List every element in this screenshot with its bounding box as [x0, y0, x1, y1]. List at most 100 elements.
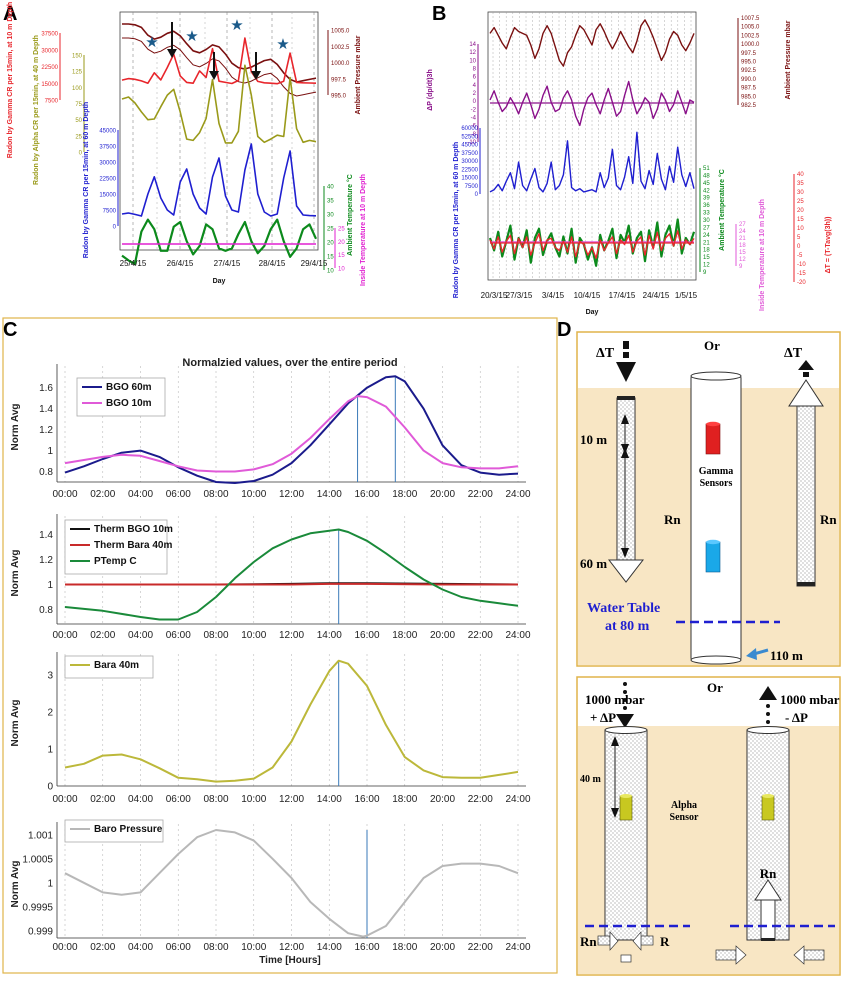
- c-y-tick-label: 0.8: [39, 467, 53, 478]
- a-axis-title: Ambient Temperature °C: [346, 174, 354, 256]
- b-axis-tick-label: 42: [703, 188, 710, 194]
- b-axis-tick-label: 39: [703, 196, 710, 202]
- c-y-axis-title: Norm Avg: [10, 403, 21, 450]
- b-axis-tick-label: 1007.5: [741, 16, 760, 22]
- c-x-tick-label: 24:00: [505, 630, 530, 641]
- c-x-tick-label: 00:00: [52, 489, 77, 500]
- gamma-sensors-label: Gamma Sensors: [699, 466, 733, 489]
- a-axis-tick-label: 30: [327, 213, 334, 219]
- a-axis-title: Inside Temperature at 10 m Depth: [360, 174, 367, 286]
- a-axis-tick-label: 15000: [99, 193, 116, 199]
- a-axis-tick-label: 25: [338, 227, 345, 233]
- down-arrow-icon: [616, 341, 636, 382]
- a-axis-tick-label: 40: [327, 185, 334, 191]
- panel-d-label: D: [557, 319, 571, 341]
- b-axis-tick-label: 1000.0: [741, 42, 760, 48]
- b-axis-tick-label: 27: [739, 222, 746, 228]
- c-x-tick-label: 16:00: [354, 942, 379, 953]
- a-series-line: [121, 64, 317, 144]
- pressure-minus-label: 1000 mbar: [780, 692, 840, 707]
- a-axis-tick-label: 37500: [99, 145, 116, 151]
- panel-a: A 1005.0 1002.5 1000.0 997.5 995.0 Ambient Pr…: [3, 2, 367, 286]
- a-axis-tick-label: 20: [327, 241, 334, 247]
- a-series-line: [121, 143, 317, 217]
- a-x-tick-label: 27/4/15: [214, 259, 241, 268]
- a-x-tick-label: 29/4/15: [301, 259, 328, 268]
- c-x-tick-label: 00:00: [52, 942, 77, 953]
- c-x-tick-label: 24:00: [505, 942, 530, 953]
- c-y-axis-title: Norm Avg: [10, 860, 21, 907]
- a-series-line: [121, 218, 318, 266]
- a-axis-tick-label: 30000: [41, 48, 58, 54]
- b-axis-tick-label: -2: [471, 107, 477, 113]
- panel-b-series: [488, 19, 696, 267]
- depth-10m-label: 10 m: [580, 432, 607, 447]
- c-legend-label: PTemp C: [94, 556, 137, 567]
- b-axis-tick-label: 987.5: [741, 86, 757, 92]
- b-axis-tick-label: 992.5: [741, 68, 757, 74]
- b-axis-tick-label: 18: [703, 248, 710, 254]
- panel-c-title: Normalzied values, over the entire perio…: [182, 357, 397, 369]
- bottom-depth-label: 110 m: [770, 648, 803, 663]
- b-axis-tick-label: 25: [797, 199, 804, 205]
- c-y-tick-label: 1.4: [39, 404, 53, 415]
- b-axis-tick-label: 18: [739, 243, 746, 249]
- b-axis-tick-label: 0: [475, 192, 479, 198]
- c-y-tick-label: 1.2: [39, 425, 53, 436]
- c-series-line: [65, 582, 518, 586]
- panel-c-x-label: Time [Hours]: [259, 955, 321, 966]
- rn-inflow-right-arrows: [715, 945, 825, 965]
- panel-b-gridlines: [492, 12, 692, 280]
- a-x-tick-label: 25/4/15: [120, 259, 147, 268]
- c-y-tick-label: 2: [47, 707, 53, 718]
- c-legend-label: Therm BGO 10m: [94, 524, 173, 535]
- c-x-tick-label: 18:00: [392, 794, 417, 805]
- rn-in-left-label: Rn: [580, 934, 597, 949]
- c-x-tick-label: 22:00: [468, 489, 493, 500]
- c-x-tick-label: 02:00: [90, 942, 115, 953]
- panel-c: C Normalzied values, over the entire per…: [2, 317, 558, 974]
- c-x-tick-label: 08:00: [203, 630, 228, 641]
- c-x-tick-label: 18:00: [392, 630, 417, 641]
- panel-a-axes: 1005.0 1002.5 1000.0 997.5 995.0 Ambient Pres…: [7, 2, 367, 286]
- b-axis-tick-label: 12: [469, 50, 476, 56]
- c-y-tick-label: 1.0005: [22, 854, 53, 865]
- b-axis-tick-label: 985.0: [741, 94, 757, 100]
- b-axis-tick-label: 40: [797, 172, 804, 178]
- a-axis-tick-label: 25: [75, 134, 82, 140]
- b-axis-tick-label: 27: [703, 225, 710, 231]
- b-axis-tick-label: 8: [473, 67, 477, 73]
- panel-a-day-gridlines: [132, 12, 315, 250]
- b-axis-tick-label: -6: [471, 124, 477, 130]
- pressure-plus-label: 1000 mbar: [585, 692, 645, 707]
- pressure-minus-delta: - ΔP: [785, 710, 808, 725]
- b-axis-tick-label: 15000: [461, 176, 478, 182]
- c-x-tick-label: 00:00: [52, 794, 77, 805]
- c-x-tick-label: 20:00: [430, 794, 455, 805]
- c-x-tick-label: 14:00: [317, 489, 342, 500]
- c-y-tick-label: 0.999: [28, 926, 53, 937]
- c-y-tick-label: 1.6: [39, 383, 53, 394]
- c-x-tick-label: 12:00: [279, 942, 304, 953]
- rn-up-arrow: [788, 360, 824, 587]
- pressure-plus-delta: + ΔP: [590, 710, 616, 725]
- b-axis-tick-label: 20: [797, 208, 804, 214]
- c-subplot-3: 00:00 02:00 04:00 06:00 08:00 10:00 12:00 14:00…: [10, 652, 531, 805]
- a-axis-tick-label: 100: [72, 86, 83, 92]
- a-axis-tick-label: 10: [338, 267, 345, 273]
- rn-up-small-arrow: [754, 879, 782, 941]
- panel-a-frame: [119, 11, 319, 251]
- c-x-tick-label: 02:00: [90, 489, 115, 500]
- c-x-tick-label: 24:00: [505, 489, 530, 500]
- c-series-line: [64, 375, 519, 484]
- a-axis-tick-label: 997.5: [331, 77, 347, 83]
- c-legend-label: Bara 40m: [94, 660, 139, 671]
- c-y-tick-label: 1.2: [39, 555, 53, 566]
- b-x-tick-label: 17/4/15: [609, 291, 636, 300]
- c-x-tick-label: 16:00: [354, 794, 379, 805]
- c-series-line: [64, 659, 519, 783]
- b-series-line: [489, 19, 695, 67]
- b-axis-title: ΔP (dp/dt)3h: [427, 69, 434, 110]
- a-axis-tick-label: 150: [72, 54, 83, 60]
- panel-a-x-ticks: 25/4/15 26/4/15 27/4/15 28/4/15 29/4/15: [120, 259, 328, 268]
